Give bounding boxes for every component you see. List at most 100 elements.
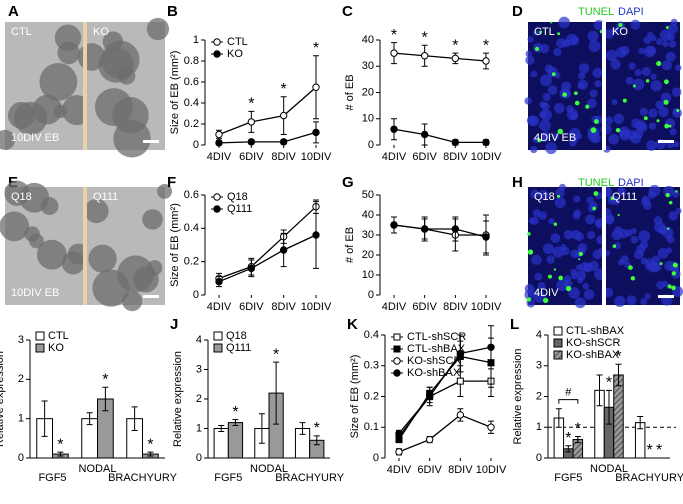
embryoid-body <box>146 17 170 41</box>
legend-swatch <box>553 350 563 360</box>
tunel-dot <box>590 127 597 133</box>
image-label: CTL <box>534 26 555 38</box>
marker <box>213 205 221 213</box>
x-tick-label: FGF5 <box>554 472 582 484</box>
x-tick-label: 6DIV <box>239 151 264 163</box>
nucleus <box>674 64 682 72</box>
nucleus <box>538 189 549 200</box>
embryoid-body <box>94 88 133 126</box>
marker <box>420 225 429 233</box>
nucleus <box>566 33 578 46</box>
nucleus <box>643 36 652 45</box>
y-axis-label: Relative expression <box>0 351 6 447</box>
marker <box>393 357 401 365</box>
series-line <box>218 131 317 144</box>
nucleus <box>540 74 552 87</box>
legend-label: KO <box>227 48 243 60</box>
error-bar <box>299 422 306 435</box>
significance-star: * <box>57 436 63 453</box>
tunel-dot <box>664 123 670 129</box>
x-tick-label: 8DIV <box>443 151 468 163</box>
series-line <box>218 234 317 283</box>
marker <box>395 436 403 444</box>
embryoid-body <box>54 24 82 51</box>
micrograph <box>524 16 682 155</box>
error-bar <box>147 451 154 457</box>
y-tick-label: 2 <box>536 390 542 402</box>
series-line <box>393 128 486 144</box>
nucleus <box>666 235 675 244</box>
marker <box>451 138 460 147</box>
legend-swatch <box>213 331 223 341</box>
x-tick-label: 4DIV <box>387 464 412 476</box>
error-bar <box>273 361 280 425</box>
tunel-dot <box>534 46 540 51</box>
marker <box>451 54 460 63</box>
y-tick-label: 0 <box>193 139 199 151</box>
marker <box>247 138 256 146</box>
divider <box>602 187 606 305</box>
x-tick-label: BRACHYURY <box>275 472 345 484</box>
legend-label: CTL-shBAX <box>566 325 625 337</box>
series-line <box>218 206 317 279</box>
tunel-dot <box>553 222 558 226</box>
significance-star: * <box>248 96 254 113</box>
nucleus <box>655 100 665 110</box>
y-tick-label: 3 <box>18 334 24 346</box>
tunel-dot <box>556 194 561 198</box>
y-tick-label: 0.2 <box>364 390 379 402</box>
significance-star: * <box>575 421 581 438</box>
nucleus <box>619 45 630 56</box>
embryoid-body <box>117 67 136 85</box>
x-tick-label: 10DIV <box>301 301 332 313</box>
nucleus <box>605 49 618 62</box>
marker <box>213 193 221 201</box>
marker <box>247 264 256 273</box>
panel-label: A <box>8 3 19 20</box>
legend-label: KO-shBAX <box>407 367 461 379</box>
tunel-dot <box>615 128 621 133</box>
nucleus <box>569 127 581 140</box>
y-tick-label: 4 <box>196 334 202 346</box>
significance-star: * <box>606 375 612 392</box>
y-axis-label: # of EB <box>344 74 356 110</box>
nucleus <box>539 119 551 132</box>
nucleus <box>570 268 578 276</box>
nucleus <box>589 89 598 98</box>
x-tick-label: 6DIV <box>412 151 437 163</box>
tunel-dot <box>665 26 669 29</box>
y-tick-label: 2 <box>196 393 202 405</box>
error-bar <box>57 451 64 457</box>
x-tick-label: 6DIV <box>239 301 264 313</box>
divider <box>83 22 87 150</box>
y-tick-label: 30 <box>362 229 374 241</box>
tunel-dot <box>656 119 660 123</box>
legend-label: Q18 <box>227 191 248 203</box>
nucleus <box>640 298 648 306</box>
y-tick-label: 0.4 <box>184 222 199 234</box>
y-axis-label: # of EB <box>344 227 356 263</box>
nucleus <box>625 76 634 85</box>
tunel-dot <box>663 99 669 105</box>
legend-swatch <box>213 343 223 353</box>
nucleus <box>646 46 657 56</box>
nucleus <box>592 67 603 78</box>
nucleus <box>641 67 651 77</box>
legend-swatch <box>553 338 563 348</box>
significance-star: * <box>483 37 489 54</box>
tunel-dot <box>578 258 581 261</box>
error-bar <box>218 425 225 432</box>
marker <box>420 52 429 60</box>
panel-label: J <box>170 316 178 333</box>
nucleus <box>630 228 637 235</box>
y-axis-label: Relative expression <box>512 349 524 445</box>
y-tick-label: 0 <box>536 452 542 464</box>
nucleus <box>619 129 631 141</box>
nucleus <box>525 50 533 58</box>
nucleus <box>650 34 657 42</box>
embryoid-body <box>88 244 117 273</box>
tunel-dot <box>659 262 663 266</box>
y-tick-label: 0 <box>196 452 202 464</box>
y-tick-label: 0 <box>368 289 374 301</box>
y-tick-label: 0.6 <box>184 189 199 201</box>
